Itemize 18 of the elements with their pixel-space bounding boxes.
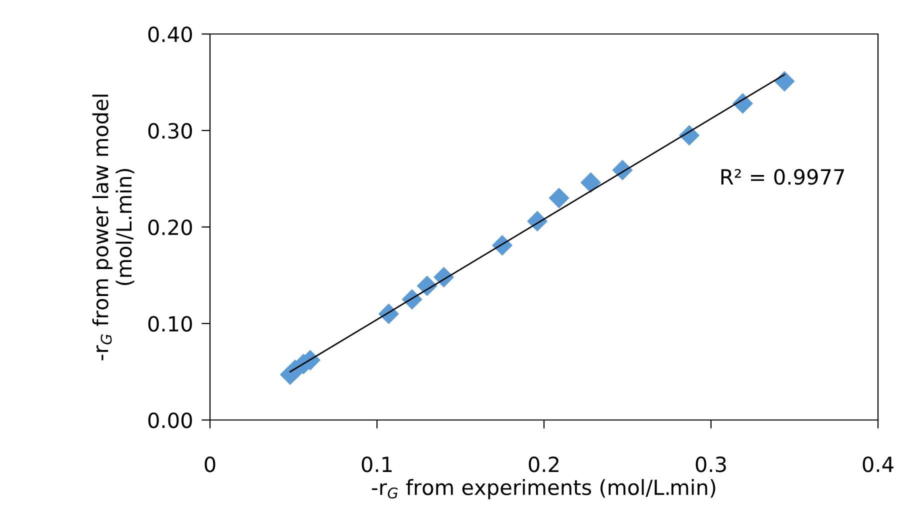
annotation: R² = 0.9977 <box>721 169 844 185</box>
point <box>732 93 754 114</box>
x-axis-title: -r$_{G}$ from experiments (mol/L.min) <box>372 479 716 500</box>
point <box>548 188 570 208</box>
point <box>774 70 795 92</box>
y-axis-title: -r$_{G}$ from power law model (mol/L.min) <box>92 94 134 360</box>
y-tick-label: 0.20 <box>148 219 192 236</box>
y-tick-label: 0.30 <box>148 122 192 139</box>
x-tick-label: 0.3 <box>696 456 726 472</box>
x-tick-label: 0.1 <box>362 456 392 472</box>
point <box>416 276 438 296</box>
y-tick-label: 0.40 <box>148 26 192 42</box>
y-tick-label: 0.10 <box>148 316 192 332</box>
x-tick-label: 0.4 <box>862 456 894 472</box>
x-tick-label: 0 <box>204 456 216 472</box>
y-tick-label: 0.00 <box>148 412 192 428</box>
x-tick-label: 0.2 <box>528 456 558 472</box>
point <box>580 172 602 193</box>
